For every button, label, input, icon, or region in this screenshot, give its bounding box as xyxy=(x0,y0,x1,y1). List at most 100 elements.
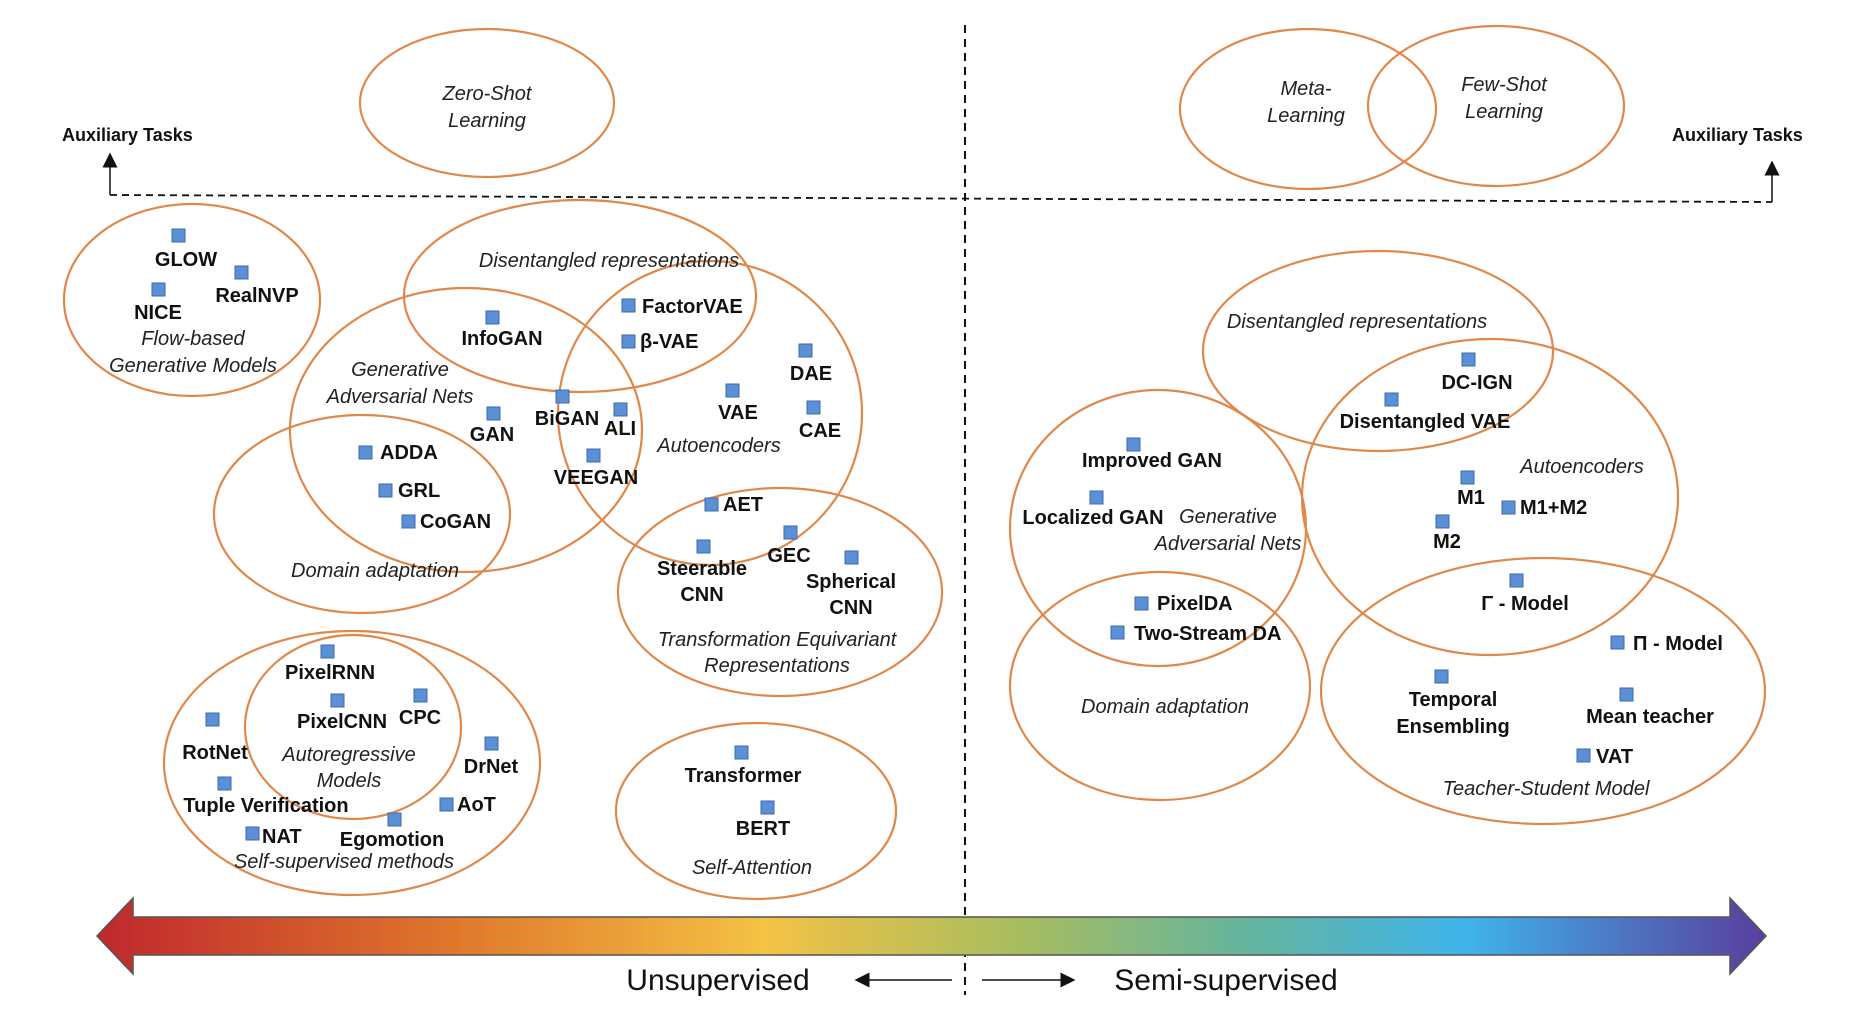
svg-text:Temporal: Temporal xyxy=(1409,689,1498,711)
svg-text:GEC: GEC xyxy=(767,545,810,567)
svg-text:AET: AET xyxy=(723,494,763,516)
svg-text:NICE: NICE xyxy=(134,302,182,324)
svg-text:BiGAN: BiGAN xyxy=(535,408,599,430)
method-two-stream-da: Two-Stream DA xyxy=(1110,623,1281,645)
svg-text:Disentangled representations: Disentangled representations xyxy=(1227,311,1487,333)
spectrum-arrow xyxy=(95,896,1768,976)
method-adda: ADDA xyxy=(358,442,438,464)
svg-text:Flow-based: Flow-based xyxy=(141,328,245,350)
svg-text:CAE: CAE xyxy=(799,420,841,442)
oval-gan-left xyxy=(288,286,644,574)
svg-text:Tuple Verification: Tuple Verification xyxy=(183,795,348,817)
svg-text:VEEGAN: VEEGAN xyxy=(554,467,638,489)
oval-zero-shot xyxy=(358,27,616,179)
method-vat: VAT xyxy=(1576,746,1633,768)
svg-text:PixelCNN: PixelCNN xyxy=(297,711,387,733)
method-transformer: Transformer xyxy=(685,745,802,787)
svg-text:NAT: NAT xyxy=(262,826,302,848)
svg-text:Transformation Equivariant: Transformation Equivariant xyxy=(658,629,898,651)
svg-text:Self-Attention: Self-Attention xyxy=(692,857,812,879)
oval-autoregressive xyxy=(243,633,463,821)
caption-gan-left: Generative Adversarial Nets xyxy=(326,359,474,408)
caption-meta-learning: Meta- Learning xyxy=(1267,78,1345,127)
svg-text:ADDA: ADDA xyxy=(380,442,438,464)
method-pixelda: PixelDA xyxy=(1134,593,1233,615)
method-factorvae: FactorVAE xyxy=(621,296,743,318)
svg-text:CNN: CNN xyxy=(829,597,872,619)
svg-text:M1: M1 xyxy=(1457,487,1485,509)
method-gamma-model: Γ - Model xyxy=(1481,573,1569,615)
svg-text:Autoencoders: Autoencoders xyxy=(1519,456,1643,478)
caption-autoencoders-left: Autoencoders xyxy=(656,435,780,457)
svg-text:Disentangled representations: Disentangled representations xyxy=(479,250,739,272)
svg-text:Autoregressive: Autoregressive xyxy=(281,744,415,766)
method-ali: ALI xyxy=(604,402,636,440)
svg-text:CNN: CNN xyxy=(680,584,723,606)
method-egomotion: Egomotion xyxy=(340,812,444,851)
svg-text:Egomotion: Egomotion xyxy=(340,829,444,851)
caption-gan-right: Generative Adversarial Nets xyxy=(1154,506,1302,555)
svg-text:M2: M2 xyxy=(1433,531,1461,553)
caption-autoencoders-right: Autoencoders xyxy=(1519,456,1643,478)
svg-text:Representations: Representations xyxy=(704,655,850,677)
method-steerable-cnn: Steerable CNN xyxy=(657,539,747,606)
oval-autoencoders-left xyxy=(556,259,864,567)
svg-text:Learning: Learning xyxy=(448,110,526,132)
svg-text:Few-Shot: Few-Shot xyxy=(1461,74,1548,96)
caption-domain-left: Domain adaptation xyxy=(291,560,459,582)
aux-label-left: Auxiliary Tasks xyxy=(62,125,193,145)
svg-text:PixelDA: PixelDA xyxy=(1157,593,1233,615)
caption-transformation: Transformation Equivariant Representatio… xyxy=(658,629,898,677)
svg-text:VAT: VAT xyxy=(1596,746,1633,768)
svg-text:Adversarial Nets: Adversarial Nets xyxy=(1154,533,1302,555)
method-m1-m2: M1+M2 xyxy=(1501,497,1587,519)
oval-flow xyxy=(62,202,322,398)
method-spherical-cnn: Spherical CNN xyxy=(806,550,896,619)
method-gan: GAN xyxy=(470,406,514,446)
method-nice: NICE xyxy=(134,282,182,324)
method-pixelcnn: PixelCNN xyxy=(297,693,387,733)
caption-zero-shot: Zero-Shot Learning xyxy=(442,83,533,132)
method-m2: M2 xyxy=(1433,514,1461,553)
method-mean-teacher: Mean teacher xyxy=(1586,687,1714,728)
method-aet: AET xyxy=(704,494,763,516)
method-dae: DAE xyxy=(790,343,832,385)
svg-text:Π - Model: Π - Model xyxy=(1633,633,1723,655)
method-bert: BERT xyxy=(736,800,790,840)
svg-text:DC-IGN: DC-IGN xyxy=(1441,372,1512,394)
svg-text:Models: Models xyxy=(317,770,381,792)
svg-text:GAN: GAN xyxy=(470,424,514,446)
method-tuple-verification: Tuple Verification xyxy=(183,776,349,817)
method-m1: M1 xyxy=(1457,470,1485,509)
svg-text:GRL: GRL xyxy=(398,480,440,502)
svg-text:Γ - Model: Γ - Model xyxy=(1481,593,1569,615)
svg-text:Two-Stream DA: Two-Stream DA xyxy=(1134,623,1281,645)
svg-text:BERT: BERT xyxy=(736,818,790,840)
caption-teacher-student: Teacher-Student Model xyxy=(1443,778,1650,800)
svg-text:Generative: Generative xyxy=(351,359,449,381)
svg-text:Disentangled VAE: Disentangled VAE xyxy=(1340,411,1511,433)
method-temporal-ensembling: Temporal Ensembling xyxy=(1396,669,1510,738)
label-semi-supervised: Semi-supervised xyxy=(1114,964,1337,997)
method-beta-vae: β-VAE xyxy=(621,331,699,353)
caption-few-shot: Few-Shot Learning xyxy=(1461,74,1548,123)
oval-domain-right xyxy=(1008,570,1312,802)
method-infogan: InfoGAN xyxy=(461,310,543,350)
method-vae: VAE xyxy=(718,383,758,424)
svg-text:RealNVP: RealNVP xyxy=(215,285,298,307)
svg-text:Mean teacher: Mean teacher xyxy=(1586,706,1714,728)
svg-text:CPC: CPC xyxy=(399,707,441,729)
svg-text:PixelRNN: PixelRNN xyxy=(285,662,375,684)
method-aot: AoT xyxy=(439,794,496,816)
oval-few-shot xyxy=(1366,24,1626,188)
svg-text:DrNet: DrNet xyxy=(464,756,519,778)
method-rotnet: RotNet xyxy=(182,712,248,764)
svg-text:Improved GAN: Improved GAN xyxy=(1082,450,1222,472)
method-cpc: CPC xyxy=(399,688,441,729)
svg-text:Self-supervised methods: Self-supervised methods xyxy=(234,851,454,873)
aux-label-right: Auxiliary Tasks xyxy=(1672,125,1803,145)
svg-text:Zero-Shot: Zero-Shot xyxy=(442,83,533,105)
oval-teacher-student xyxy=(1319,556,1767,826)
label-unsupervised: Unsupervised xyxy=(626,964,809,997)
